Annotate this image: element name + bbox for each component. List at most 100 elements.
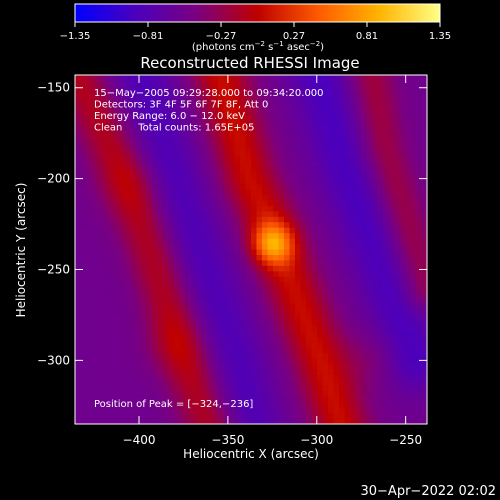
heatmap-cell xyxy=(416,134,422,141)
heatmap-cell xyxy=(86,167,92,174)
heatmap-cell xyxy=(405,233,411,239)
heatmap-cell xyxy=(311,254,318,261)
colorbar-tick-label: −0.81 xyxy=(133,31,164,42)
heatmap-cell xyxy=(218,184,224,190)
heatmap-cell xyxy=(328,107,334,114)
heatmap-cell xyxy=(355,358,362,365)
heatmap-cell xyxy=(201,156,208,163)
heatmap-cell xyxy=(262,254,268,261)
heatmap-cell xyxy=(405,129,411,136)
heatmap-cell xyxy=(410,320,417,327)
heatmap-cell xyxy=(207,178,213,185)
heatmap-cell xyxy=(75,75,81,81)
heatmap-cell xyxy=(234,167,241,174)
heatmap-cell xyxy=(218,107,224,114)
heatmap-cell xyxy=(361,331,367,338)
heatmap-cell xyxy=(383,156,389,163)
heatmap-cell xyxy=(119,102,125,109)
heatmap-cell xyxy=(196,140,202,147)
heatmap-cell xyxy=(251,353,257,359)
heatmap-cell xyxy=(229,293,235,299)
heatmap-cell xyxy=(240,364,246,370)
heatmap-cell xyxy=(190,276,197,283)
heatmap-cell xyxy=(344,113,351,120)
heatmap-cell xyxy=(306,331,312,338)
heatmap-cell xyxy=(124,167,131,174)
heatmap-cell xyxy=(201,178,208,185)
heatmap-cell xyxy=(410,418,417,425)
heatmap-cell xyxy=(163,265,169,272)
heatmap-cell xyxy=(405,276,411,283)
heatmap-cell xyxy=(289,145,296,152)
heatmap-cell xyxy=(306,265,312,272)
heatmap-cell xyxy=(300,102,307,109)
heatmap-cell xyxy=(108,331,114,338)
heatmap-cell xyxy=(388,287,395,294)
heatmap-cell xyxy=(146,211,153,218)
heatmap-cell xyxy=(201,293,208,299)
heatmap-cell xyxy=(344,145,351,152)
heatmap-cell xyxy=(174,184,180,190)
heatmap-cell xyxy=(212,385,219,392)
heatmap-cell xyxy=(333,358,340,365)
heatmap-cell xyxy=(361,265,367,272)
heatmap-cell xyxy=(289,80,296,87)
heatmap-cell xyxy=(75,134,81,141)
heatmap-cell xyxy=(361,134,367,141)
heatmap-cell xyxy=(207,331,213,338)
heatmap-cell xyxy=(322,336,329,343)
heatmap-cell xyxy=(108,91,114,98)
heatmap-cell xyxy=(135,145,142,152)
heatmap-cell xyxy=(212,282,219,289)
heatmap-cell xyxy=(377,227,384,234)
heatmap-cell xyxy=(311,293,318,299)
heatmap-cell xyxy=(163,314,169,321)
heatmap-cell xyxy=(185,124,191,130)
heatmap-cell xyxy=(190,304,197,310)
heatmap-cell xyxy=(245,145,252,152)
heatmap-cell xyxy=(113,75,120,81)
heatmap-cell xyxy=(245,396,252,403)
heatmap-cell xyxy=(152,364,158,370)
heatmap-cell xyxy=(229,320,235,327)
heatmap-cell xyxy=(251,189,257,196)
heatmap-cell xyxy=(267,140,274,147)
heatmap-cell xyxy=(240,167,246,174)
heatmap-cell xyxy=(201,413,208,419)
heatmap-cell xyxy=(322,80,329,87)
heatmap-cell xyxy=(317,211,323,218)
heatmap-cell xyxy=(311,353,318,359)
heatmap-cell xyxy=(245,167,252,174)
heatmap-cell xyxy=(388,194,395,201)
heatmap-cell xyxy=(234,227,241,234)
heatmap-cell xyxy=(273,298,279,305)
heatmap-cell xyxy=(300,194,307,201)
heatmap-cell xyxy=(300,162,307,169)
heatmap-cell xyxy=(119,244,125,250)
heatmap-cell xyxy=(240,140,246,147)
heatmap-cell xyxy=(168,380,175,387)
heatmap-cell xyxy=(113,407,120,414)
heatmap-cell xyxy=(344,402,351,409)
heatmap-cell xyxy=(196,342,202,349)
heatmap-cell xyxy=(284,222,290,229)
heatmap-cell xyxy=(251,402,257,409)
heatmap-cell xyxy=(377,216,384,223)
heatmap-cell xyxy=(163,216,169,223)
heatmap-cell xyxy=(240,238,246,245)
heatmap-cell xyxy=(218,325,224,332)
heatmap-cell xyxy=(108,145,114,152)
heatmap-cell xyxy=(416,385,422,392)
heatmap-cell xyxy=(168,358,175,365)
heatmap-cell xyxy=(212,265,219,272)
heatmap-cell xyxy=(201,325,208,332)
heatmap-cell xyxy=(306,369,312,376)
heatmap-cell xyxy=(168,162,175,169)
heatmap-cell xyxy=(333,211,340,218)
heatmap-cell xyxy=(372,80,378,87)
heatmap-cell xyxy=(405,200,411,207)
heatmap-cell xyxy=(102,282,109,289)
heatmap-cell xyxy=(179,238,186,245)
heatmap-cell xyxy=(295,347,301,354)
heatmap-cell xyxy=(311,413,318,419)
